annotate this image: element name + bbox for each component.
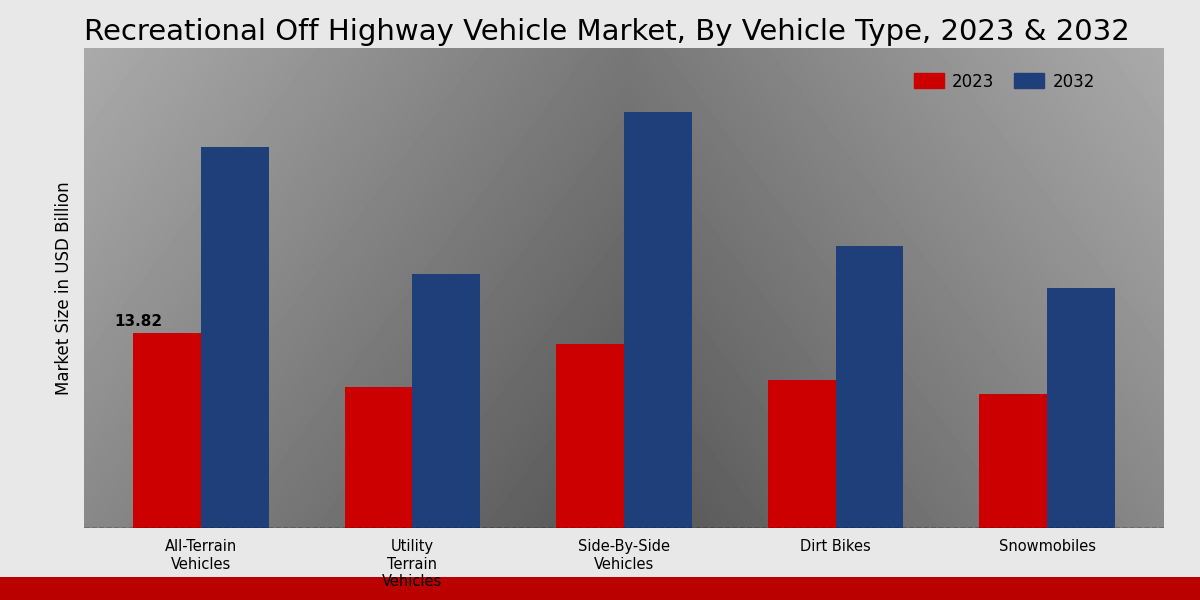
Y-axis label: Market Size in USD Billion: Market Size in USD Billion <box>55 181 73 395</box>
Legend: 2023, 2032: 2023, 2032 <box>907 66 1102 97</box>
Bar <box>979 394 1048 528</box>
Bar <box>1048 288 1115 528</box>
Text: 13.82: 13.82 <box>114 314 163 329</box>
Bar <box>768 380 835 528</box>
Text: Recreational Off Highway Vehicle Market, By Vehicle Type, 2023 & 2032: Recreational Off Highway Vehicle Market,… <box>84 18 1129 46</box>
Bar <box>133 333 200 528</box>
Bar <box>200 147 269 528</box>
Bar <box>835 245 904 528</box>
Bar <box>624 112 691 528</box>
Bar <box>413 274 480 528</box>
Bar <box>344 387 413 528</box>
Bar <box>557 344 624 528</box>
